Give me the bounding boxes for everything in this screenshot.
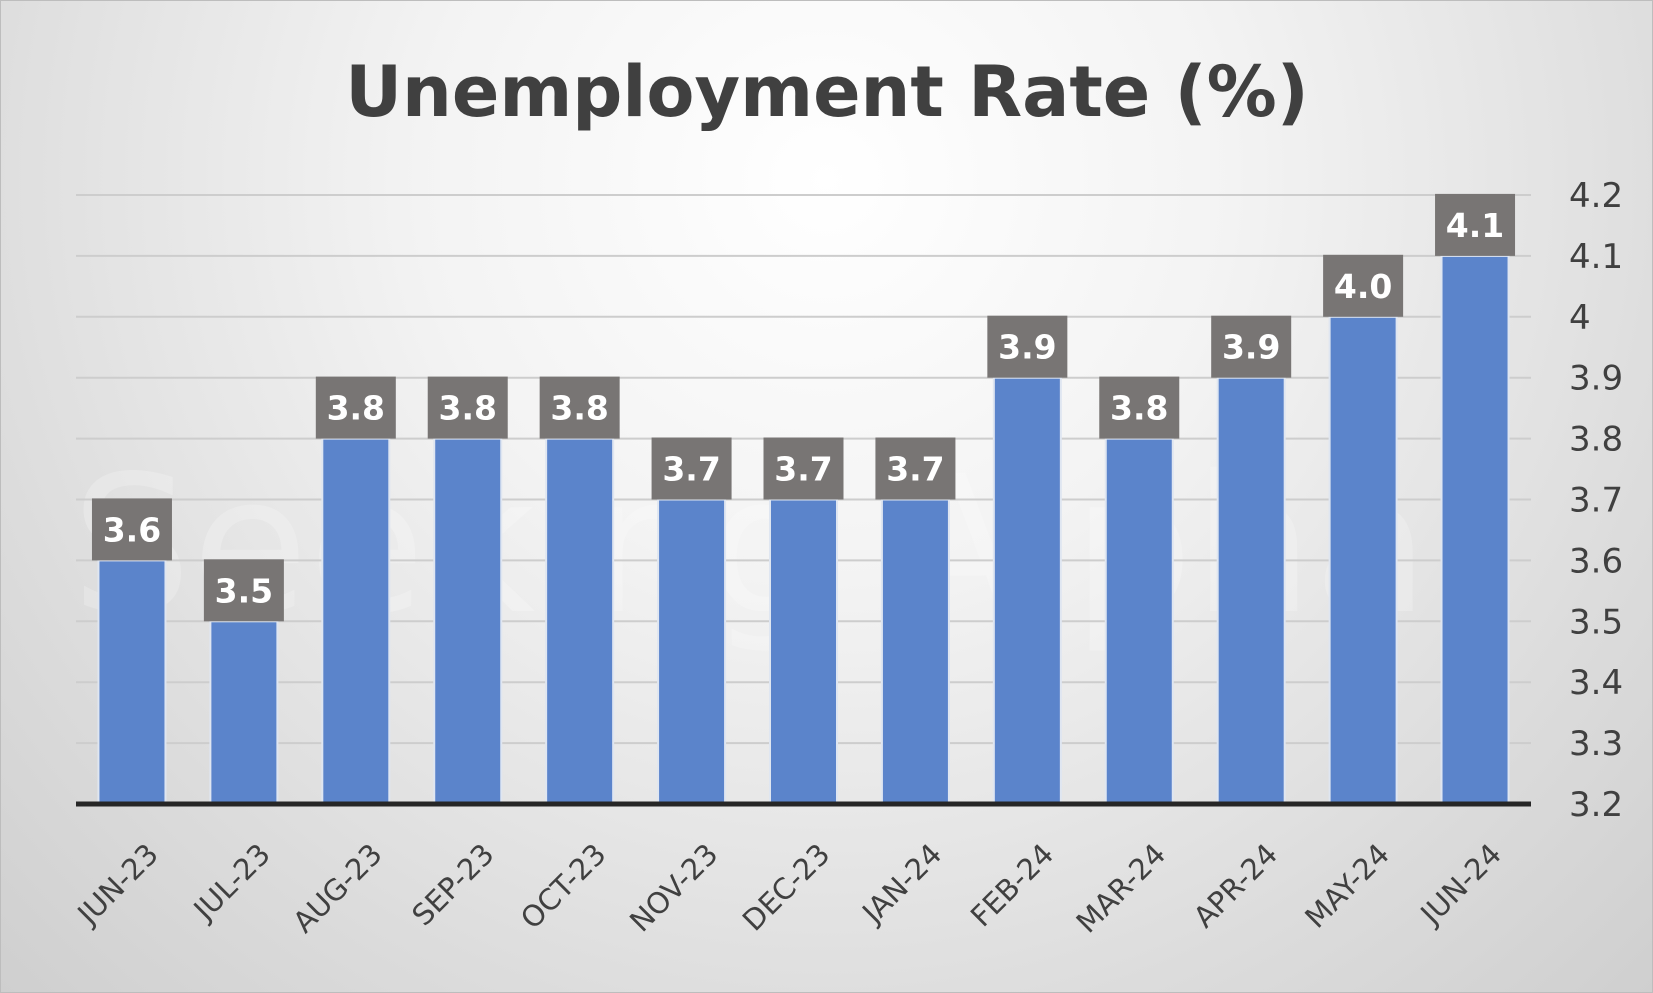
data-label-box <box>427 376 508 439</box>
y-tick-label: 3.9 <box>1569 359 1623 399</box>
data-label: 3.8 <box>327 389 385 428</box>
bar-nov-23 <box>657 498 727 805</box>
bar-jul-23 <box>209 620 279 805</box>
data-label-box <box>875 437 956 500</box>
x-tick-label: APR-24 <box>1187 837 1284 934</box>
x-tick-label: DEC-23 <box>736 837 837 938</box>
data-label-box <box>1099 376 1180 439</box>
data-label-box <box>315 376 396 439</box>
bar-jun-23 <box>97 559 167 806</box>
data-label: 4.1 <box>1446 206 1504 245</box>
y-tick-label: 4 <box>1569 298 1591 338</box>
x-axis-labels: JUN-23 JUL-23 AUG-23 SEP-23 OCT-23 NOV-23 DEC-… <box>70 837 1508 940</box>
x-tick-label: JUN-24 <box>1413 837 1508 932</box>
bar-mar-24 <box>1104 437 1174 805</box>
data-label: 3.7 <box>662 450 720 489</box>
data-label-box <box>1211 315 1292 378</box>
y-tick-label: 3.2 <box>1569 785 1623 825</box>
data-label: 3.7 <box>886 450 944 489</box>
y-tick-label: 4.2 <box>1569 176 1623 216</box>
y-tick-label: 4.1 <box>1569 237 1623 277</box>
x-tick-label: MAY-24 <box>1298 837 1396 935</box>
data-label: 3.8 <box>1110 389 1168 428</box>
chart-title: Unemployment Rate (%) <box>345 51 1309 133</box>
bar-jun-24 <box>1440 254 1510 805</box>
bar-apr-24 <box>1216 376 1286 805</box>
data-label: 3.9 <box>998 328 1056 367</box>
data-label: 3.8 <box>438 389 496 428</box>
data-label-box <box>203 559 284 622</box>
bar-aug-23 <box>321 437 391 805</box>
data-label-box <box>539 376 620 439</box>
data-label: 4.0 <box>1334 267 1392 306</box>
y-tick-label: 3.6 <box>1569 541 1623 581</box>
x-tick-label: AUG-23 <box>286 837 388 939</box>
x-tick-label: JAN-24 <box>854 837 948 931</box>
bar-jan-24 <box>880 498 950 805</box>
data-label: 3.7 <box>774 450 832 489</box>
data-label-box <box>987 315 1068 378</box>
data-label: 3.8 <box>550 389 608 428</box>
bar-sep-23 <box>433 437 503 805</box>
x-tick-label: SEP-23 <box>405 837 500 932</box>
data-label: 3.6 <box>103 510 161 549</box>
data-label-box <box>1435 193 1516 256</box>
x-tick-label: JUL-23 <box>186 837 277 928</box>
x-tick-label: JUN-23 <box>70 837 165 932</box>
watermark: Seeking Alpha <box>71 435 1430 656</box>
data-label-box <box>763 437 844 500</box>
x-tick-label: MAR-24 <box>1070 837 1173 940</box>
data-label: 3.9 <box>1222 328 1280 367</box>
bar-oct-23 <box>545 437 615 805</box>
y-tick-label: 3.4 <box>1569 663 1623 703</box>
y-axis: 3.2 3.3 3.4 3.5 3.6 3.7 3.8 3.9 4 4.1 4.2 <box>1569 176 1623 825</box>
data-label-box <box>91 498 172 561</box>
bar-feb-24 <box>992 376 1062 805</box>
y-tick-label: 3.3 <box>1569 724 1623 764</box>
x-tick-label: FEB-24 <box>964 837 1060 933</box>
y-tick-label: 3.7 <box>1569 481 1623 521</box>
data-label-box <box>1323 254 1404 317</box>
bars <box>97 254 1510 806</box>
y-tick-label: 3.8 <box>1569 420 1623 460</box>
data-labels: 3.6 3.5 3.8 3.8 3.8 3.7 3.7 3.7 3.9 3.8 3.9 4.0 4.1 <box>91 193 1516 622</box>
data-label: 3.5 <box>215 571 273 610</box>
x-tick-label: NOV-23 <box>623 837 724 938</box>
data-label-box <box>651 437 732 500</box>
x-tick-label: OCT-23 <box>514 837 613 936</box>
bar-may-24 <box>1328 315 1398 805</box>
bar-dec-23 <box>769 498 838 805</box>
y-tick-label: 3.5 <box>1569 602 1623 642</box>
